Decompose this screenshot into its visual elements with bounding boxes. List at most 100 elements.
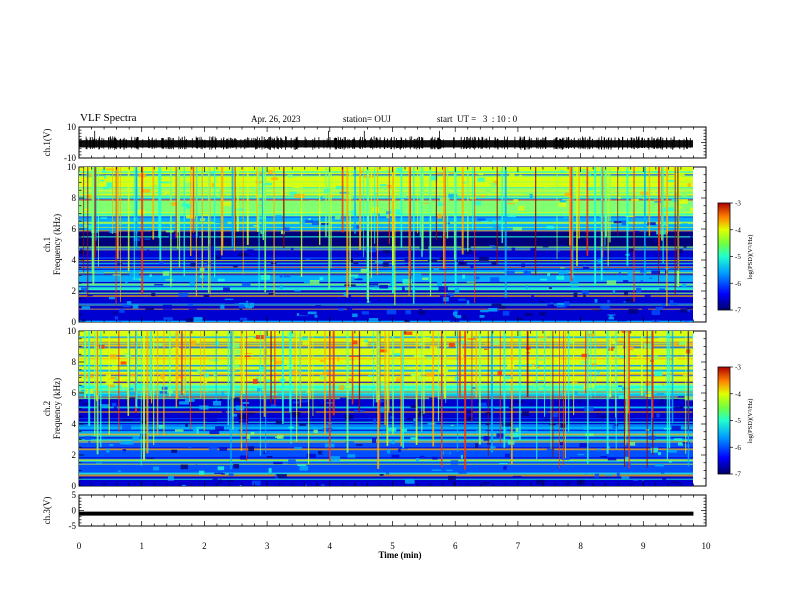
sferic-streak	[149, 331, 152, 397]
spectral-patch	[652, 232, 656, 237]
spectral-patch	[506, 202, 515, 205]
spectral-patch	[456, 355, 461, 360]
spectral-patch	[607, 457, 617, 461]
spectral-patch	[581, 290, 589, 295]
spectral-patch	[421, 202, 430, 204]
spectral-patch	[584, 407, 594, 412]
sferic-streak	[220, 167, 223, 256]
spectral-patch	[256, 206, 264, 212]
spectral-patch	[292, 184, 301, 189]
spectral-patch	[444, 414, 453, 417]
spectral-patch	[392, 439, 395, 445]
spectral-patch	[507, 363, 515, 367]
spectral-patch	[520, 376, 529, 380]
spectral-patch	[122, 449, 126, 452]
spectrogram-band	[79, 396, 693, 424]
spectral-patch	[574, 391, 578, 396]
spectral-patch	[80, 385, 85, 388]
spectral-patch	[319, 196, 323, 201]
spectral-patch	[207, 418, 217, 423]
spectral-patch	[577, 453, 585, 456]
spectral-patch	[247, 299, 254, 301]
spectral-patch	[280, 366, 291, 368]
spectral-patch	[188, 308, 197, 310]
spectral-patch	[367, 375, 372, 377]
sferic-streak	[263, 331, 266, 417]
spectral-patch	[611, 341, 616, 345]
y-tick-label: 6	[72, 224, 77, 234]
spectral-patch	[300, 400, 309, 403]
spectral-line	[79, 359, 693, 361]
spectral-patch	[221, 391, 225, 397]
sferic-streak	[646, 331, 648, 468]
spectral-patch	[290, 412, 301, 417]
spectral-patch	[614, 454, 620, 457]
sferic-streak	[441, 331, 443, 468]
spectral-patch	[491, 220, 502, 224]
spectral-patch	[161, 386, 168, 390]
spectral-patch	[483, 436, 490, 441]
spectral-patch	[487, 442, 491, 445]
spectral-patch	[502, 311, 510, 316]
spectral-patch	[545, 410, 548, 414]
spectral-patch	[484, 348, 488, 350]
sferic-streak	[141, 167, 144, 294]
sferic-streak	[417, 167, 419, 234]
spectral-patch	[360, 268, 369, 273]
spectral-patch	[478, 172, 484, 176]
spectral-line	[79, 321, 693, 322]
spectral-patch	[270, 404, 277, 407]
spectral-patch	[627, 272, 633, 276]
colorbar-tick-label: -6	[735, 280, 741, 288]
spectral-patch	[491, 303, 502, 307]
spectral-patch	[379, 184, 387, 187]
spectral-patch	[637, 351, 644, 355]
spectral-patch	[140, 189, 151, 193]
spectral-line	[79, 362, 693, 364]
y-tick-label: -5	[69, 521, 77, 531]
y-tick-label: 10	[67, 122, 77, 132]
x-tick-label: 0	[77, 541, 82, 551]
spectral-patch	[556, 305, 567, 308]
sferic-streak	[256, 167, 258, 230]
sferic-streak	[346, 167, 349, 298]
spectral-patch	[670, 302, 678, 305]
sferic-streak	[108, 331, 110, 435]
spectral-patch	[453, 311, 458, 316]
spectral-patch	[364, 339, 369, 343]
spectral-patch	[687, 307, 693, 310]
sferic-streak	[400, 331, 403, 447]
spectral-patch	[346, 284, 356, 287]
spectral-patch	[525, 176, 533, 180]
spectral-patch	[675, 378, 685, 382]
spectral-patch	[591, 363, 597, 366]
spectral-patch	[485, 423, 490, 426]
spectral-line	[79, 222, 693, 225]
spectral-patch	[505, 453, 510, 458]
spectral-patch	[304, 181, 309, 184]
spectral-patch	[418, 310, 426, 315]
sferic-streak	[394, 167, 396, 306]
spectral-patch	[589, 310, 597, 313]
sferic-streak	[367, 167, 370, 303]
spectral-line	[79, 174, 693, 176]
spectral-patch	[244, 352, 252, 354]
sferic-streak	[429, 167, 432, 297]
spectral-line	[79, 424, 693, 426]
spectral-patch	[556, 275, 565, 280]
sferic-streak	[607, 167, 609, 266]
spectral-patch	[687, 200, 693, 206]
spectral-patch	[413, 418, 416, 422]
sferic-streak	[402, 331, 404, 449]
sferic-streak	[559, 331, 560, 469]
spectral-line	[79, 440, 693, 443]
spectral-patch	[219, 190, 222, 195]
spectral-patch	[564, 239, 573, 241]
spectral-line	[79, 374, 693, 377]
sferic-streak	[504, 167, 507, 298]
spectral-patch	[404, 319, 410, 322]
spectral-patch	[466, 300, 470, 305]
spectral-patch	[379, 381, 387, 384]
spectral-patch	[321, 223, 330, 225]
spectral-patch	[158, 424, 165, 429]
